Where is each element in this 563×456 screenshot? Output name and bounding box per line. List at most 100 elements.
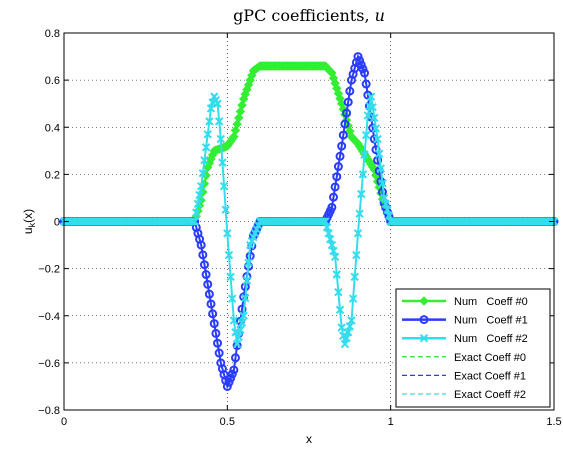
series-marker (324, 229, 333, 238)
series-marker (322, 223, 332, 232)
series-marker (224, 250, 234, 260)
y-tick-label: 0.6 (45, 75, 60, 87)
series-marker (356, 60, 366, 70)
series-marker (327, 202, 337, 212)
series-marker (227, 369, 237, 379)
series-marker (209, 319, 219, 329)
series-marker (201, 143, 211, 152)
series-marker (348, 294, 358, 303)
series-marker (226, 373, 236, 383)
series-marker (232, 339, 242, 349)
x-tick-label: 1 (388, 416, 394, 428)
series-marker (330, 252, 340, 262)
legend-item: Num Coeff #0 (402, 296, 528, 308)
y-tick-label: 0.2 (45, 169, 60, 181)
series-group (59, 52, 559, 391)
legend-label: Num Coeff #0 (454, 296, 528, 308)
series-marker (228, 294, 237, 303)
series-marker (355, 56, 365, 66)
series-marker (360, 68, 370, 78)
series-marker (327, 240, 337, 250)
series-marker (199, 260, 209, 270)
series-marker (368, 103, 377, 112)
series-marker (358, 170, 368, 179)
series-marker (214, 348, 224, 358)
series-marker (373, 134, 382, 144)
series-2 (59, 92, 559, 349)
series-marker (226, 272, 235, 282)
series-marker (381, 199, 390, 209)
series-marker (239, 311, 248, 320)
series-marker (208, 309, 218, 319)
series-marker (244, 258, 253, 267)
y-axis-label: uk(x) (21, 209, 37, 234)
legend-label: Num Coeff #1 (454, 315, 528, 327)
y-tick-label: −0.6 (38, 358, 60, 370)
series-marker (192, 208, 201, 217)
series-marker (378, 179, 387, 188)
series-marker (230, 125, 241, 136)
series-marker (231, 328, 240, 337)
y-tick-label: 0.8 (45, 28, 60, 40)
series-marker (350, 272, 359, 282)
series-marker (190, 217, 199, 226)
y-axis-label-main: u (21, 227, 35, 234)
x-axis-label: x (306, 432, 312, 446)
series-marker (345, 86, 355, 96)
series-marker (224, 377, 234, 387)
series-marker (231, 353, 240, 363)
series-marker (332, 270, 341, 279)
chart-title-variable: u (375, 6, 385, 25)
series-marker (334, 287, 343, 297)
y-axis-label-suffix: (x) (21, 209, 35, 223)
series-marker (375, 149, 384, 158)
series-marker (419, 333, 429, 343)
series-marker (363, 111, 373, 120)
series-marker (236, 325, 245, 335)
legend-item: Exact Coeff #1 (402, 370, 526, 382)
series-line (64, 65, 554, 223)
legend-item: Num Coeff #1 (402, 315, 528, 327)
series-marker (196, 240, 206, 250)
series-marker (206, 104, 216, 113)
legend-label: Exact Coeff #1 (454, 370, 526, 382)
series-marker (370, 113, 379, 123)
y-tick-label: −0.8 (38, 405, 60, 417)
series-marker (379, 193, 389, 203)
x-tick-label: 1.5 (546, 416, 561, 428)
chart-title: gPC coefficients, u (233, 6, 385, 25)
series-marker (353, 229, 363, 238)
series-marker (200, 156, 209, 165)
series-marker (329, 192, 338, 202)
series-marker (203, 130, 212, 139)
y-axis-label-subscript: k (27, 222, 37, 227)
series-marker (419, 296, 429, 306)
series-marker (222, 381, 232, 391)
series-marker (360, 150, 369, 159)
series-marker (383, 205, 392, 214)
series-marker (357, 189, 366, 199)
series-0 (59, 61, 559, 227)
series-marker (343, 328, 353, 337)
series-marker (242, 276, 252, 285)
series-marker (196, 181, 206, 191)
series-marker (337, 323, 346, 332)
legend: Num Coeff #0 Num Coeff #1 Num Coeff #2 Exac… (395, 288, 551, 408)
series-marker (237, 318, 247, 328)
series-marker (332, 172, 342, 182)
series-marker (216, 134, 226, 144)
legend-label: Exact Coeff #0 (454, 352, 526, 364)
series-marker (347, 316, 356, 325)
series-marker (353, 52, 363, 62)
series-marker (193, 199, 203, 209)
series-marker (229, 365, 239, 375)
y-tick-label: −0.4 (38, 311, 60, 323)
series-marker (213, 338, 223, 348)
series-marker (198, 250, 208, 260)
series-marker (221, 205, 230, 214)
series-marker (376, 164, 386, 173)
series-marker (345, 322, 355, 331)
series-marker (342, 108, 352, 118)
series-marker (203, 279, 213, 289)
series-marker (419, 315, 429, 325)
